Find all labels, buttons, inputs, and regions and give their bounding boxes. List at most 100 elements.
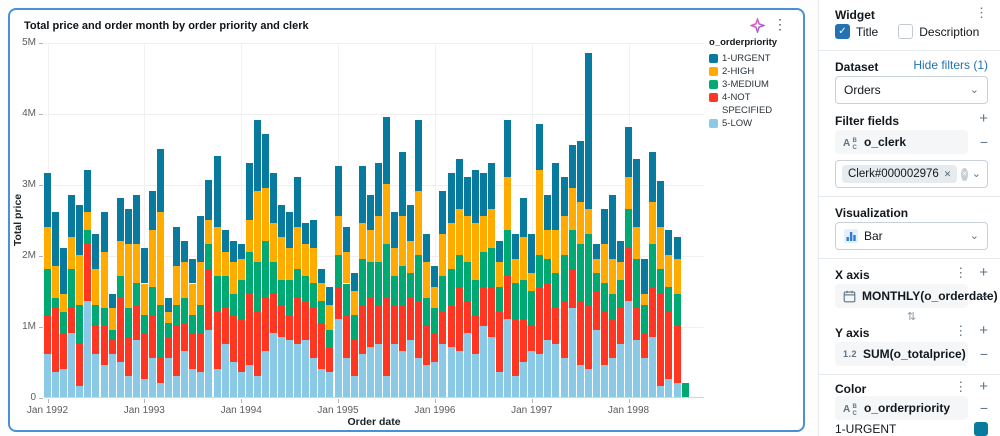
bar-segment[interactable]	[334, 255, 342, 287]
bar-segment[interactable]	[673, 326, 681, 383]
bar-segment[interactable]	[124, 336, 132, 376]
bar-segment[interactable]	[165, 311, 173, 323]
bar-segment[interactable]	[350, 375, 358, 397]
bar-segment[interactable]	[318, 322, 326, 369]
bar-segment[interactable]	[641, 357, 649, 397]
bar-segment[interactable]	[544, 283, 552, 341]
bar-segment[interactable]	[205, 219, 213, 245]
ai-assistant-icon[interactable]	[748, 16, 767, 38]
bar-segment[interactable]	[447, 304, 455, 348]
bar-segment[interactable]	[140, 315, 148, 334]
bar-segment[interactable]	[173, 304, 181, 326]
bar-segment[interactable]	[536, 255, 544, 287]
bar-segment[interactable]	[528, 233, 536, 273]
bar-segment[interactable]	[681, 382, 689, 397]
bar-segment[interactable]	[633, 226, 641, 259]
bar-segment[interactable]	[568, 144, 576, 188]
widget-menu-kebab-icon[interactable]: ⋮	[773, 16, 787, 32]
bar-segment[interactable]	[261, 350, 269, 397]
bar-segment[interactable]	[600, 283, 608, 312]
bar-segment[interactable]	[665, 230, 673, 255]
remove-y-axis-field-icon[interactable]: −	[979, 346, 988, 362]
bar-segment[interactable]	[124, 208, 132, 245]
bar-segment[interactable]	[657, 180, 665, 227]
bar-segment[interactable]	[495, 372, 503, 397]
bar-segment[interactable]	[294, 269, 302, 298]
bar-segment[interactable]	[600, 311, 608, 366]
bar-segment[interactable]	[116, 276, 124, 298]
bar-segment[interactable]	[366, 262, 374, 298]
bar-segment[interactable]	[302, 223, 310, 245]
bar-segment[interactable]	[391, 304, 398, 344]
bar-segment[interactable]	[245, 294, 253, 366]
bar-segment[interactable]	[479, 173, 487, 216]
bar-segment[interactable]	[261, 134, 269, 188]
bar-segment[interactable]	[68, 333, 76, 397]
bar-segment[interactable]	[342, 226, 350, 252]
bar-segment[interactable]	[665, 287, 673, 312]
bar-segment[interactable]	[536, 286, 544, 355]
bar-segment[interactable]	[157, 382, 164, 397]
bar-segment[interactable]	[576, 244, 584, 302]
bar-segment[interactable]	[463, 333, 471, 397]
bar-segment[interactable]	[157, 304, 164, 358]
bar-segment[interactable]	[229, 361, 237, 397]
bar-segment[interactable]	[617, 308, 624, 344]
bar-segment[interactable]	[366, 297, 374, 348]
bar-segment[interactable]	[44, 226, 51, 270]
bar-segment[interactable]	[520, 279, 528, 319]
bar-segment[interactable]	[584, 208, 592, 234]
bar-segment[interactable]	[92, 304, 100, 326]
bar-segment[interactable]	[504, 318, 511, 397]
bar-segment[interactable]	[205, 180, 213, 220]
bar-segment[interactable]	[100, 308, 108, 326]
bar-segment[interactable]	[544, 340, 552, 397]
bar-segment[interactable]	[520, 318, 528, 362]
bar-segment[interactable]	[350, 340, 358, 376]
bar-segment[interactable]	[140, 333, 148, 380]
bar-segment[interactable]	[504, 276, 511, 319]
bar-segment[interactable]	[399, 350, 407, 397]
bar-segment[interactable]	[463, 216, 471, 263]
description-checkbox[interactable]	[898, 24, 914, 39]
bar-segment[interactable]	[382, 297, 390, 376]
bar-segment[interactable]	[318, 269, 326, 284]
bar-segment[interactable]	[148, 357, 156, 397]
bar-segment[interactable]	[552, 272, 560, 309]
bar-segment[interactable]	[447, 269, 455, 305]
bar-segment[interactable]	[108, 354, 116, 397]
bar-segment[interactable]	[52, 308, 60, 373]
bar-segment[interactable]	[576, 365, 584, 397]
bar-segment[interactable]	[229, 315, 237, 362]
bar-segment[interactable]	[415, 120, 423, 192]
bar-segment[interactable]	[552, 230, 560, 273]
bar-segment[interactable]	[157, 212, 164, 305]
bar-segment[interactable]	[358, 304, 366, 355]
bar-segment[interactable]	[399, 152, 407, 216]
bar-segment[interactable]	[608, 194, 616, 259]
bar-segment[interactable]	[391, 212, 398, 248]
bar-segment[interactable]	[76, 386, 84, 397]
bar-segment[interactable]	[423, 365, 431, 397]
bar-segment[interactable]	[512, 233, 520, 259]
remove-color-field-icon[interactable]: −	[979, 400, 988, 416]
bar-segment[interactable]	[253, 375, 261, 397]
bar-segment[interactable]	[165, 357, 173, 397]
bar-segment[interactable]	[253, 262, 261, 312]
swap-axes-icon[interactable]: ⇅	[906, 311, 917, 323]
bar-segment[interactable]	[673, 294, 681, 326]
bar-segment[interactable]	[221, 251, 229, 277]
bar-segment[interactable]	[181, 350, 189, 397]
bar-segment[interactable]	[608, 294, 616, 319]
bar-segment[interactable]	[374, 304, 382, 344]
bar-segment[interactable]	[431, 265, 439, 287]
bar-segment[interactable]	[108, 294, 116, 309]
bar-segment[interactable]	[608, 258, 616, 294]
bar-segment[interactable]	[100, 251, 108, 309]
bar-segment[interactable]	[649, 336, 657, 397]
bar-segment[interactable]	[471, 169, 479, 223]
bar-segment[interactable]	[44, 173, 51, 227]
bar-segment[interactable]	[165, 322, 173, 337]
add-y-axis-field-icon[interactable]: +	[979, 322, 988, 339]
bar-segment[interactable]	[625, 127, 632, 177]
